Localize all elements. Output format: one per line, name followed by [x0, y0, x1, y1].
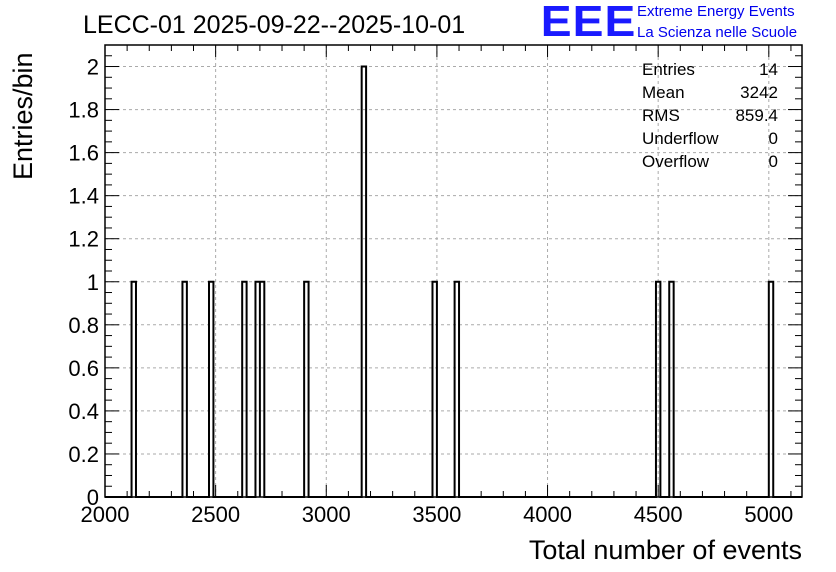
stats-value: 14: [759, 60, 778, 79]
stats-value: 3242: [740, 83, 778, 102]
stats-row-entries: Entries 14: [642, 60, 778, 83]
y-tick-label: 0.6: [68, 356, 99, 381]
x-axis-label: Total number of events: [528, 535, 802, 565]
y-tick-label: 1: [87, 270, 99, 295]
x-tick-label: 2500: [191, 502, 240, 527]
x-tick-label: 3000: [302, 502, 351, 527]
eee-logo: EEE: [540, 0, 637, 46]
stats-label: Underflow: [642, 129, 719, 148]
y-tick-label: 1.4: [68, 184, 99, 209]
y-tick-label: 2: [87, 55, 99, 80]
stats-label: Mean: [642, 83, 685, 102]
stats-row-mean: Mean 3242: [642, 83, 778, 106]
x-tick-label: 4500: [634, 502, 683, 527]
brand-line-2: La Scienza nelle Scuole: [637, 24, 798, 41]
stats-value: 859.4: [735, 106, 778, 125]
y-tick-label: 1.6: [68, 141, 99, 166]
y-tick-label: 1.2: [68, 227, 99, 252]
stats-row-overflow: Overflow 0: [642, 152, 778, 175]
stats-label: Overflow: [642, 152, 710, 171]
chart-title: LECC-01 2025-09-22--2025-10-01: [83, 11, 466, 39]
x-tick-label: 4000: [523, 502, 572, 527]
brand-line-1: Extreme Energy Events: [637, 3, 795, 20]
y-tick-label: 1.8: [68, 98, 99, 123]
stats-label: Entries: [642, 60, 695, 79]
stats-value: 0: [768, 152, 778, 171]
x-tick-label: 3500: [412, 502, 461, 527]
x-tick-label: 2000: [81, 502, 130, 527]
y-tick-label: 0.4: [68, 399, 99, 424]
y-tick-label: 0.2: [68, 442, 99, 467]
y-tick-label: 0: [87, 485, 99, 510]
stats-row-underflow: Underflow 0: [642, 129, 778, 152]
stats-label: RMS: [642, 106, 680, 125]
stats-value: 0: [768, 129, 778, 148]
y-tick-label: 0.8: [68, 313, 99, 338]
stats-box: Entries 14 Mean 3242 RMS 859.4 Underflow…: [642, 60, 778, 175]
x-tick-label: 5000: [744, 502, 793, 527]
y-axis-label: Entries/bin: [8, 52, 38, 180]
stats-row-rms: RMS 859.4: [642, 106, 778, 129]
